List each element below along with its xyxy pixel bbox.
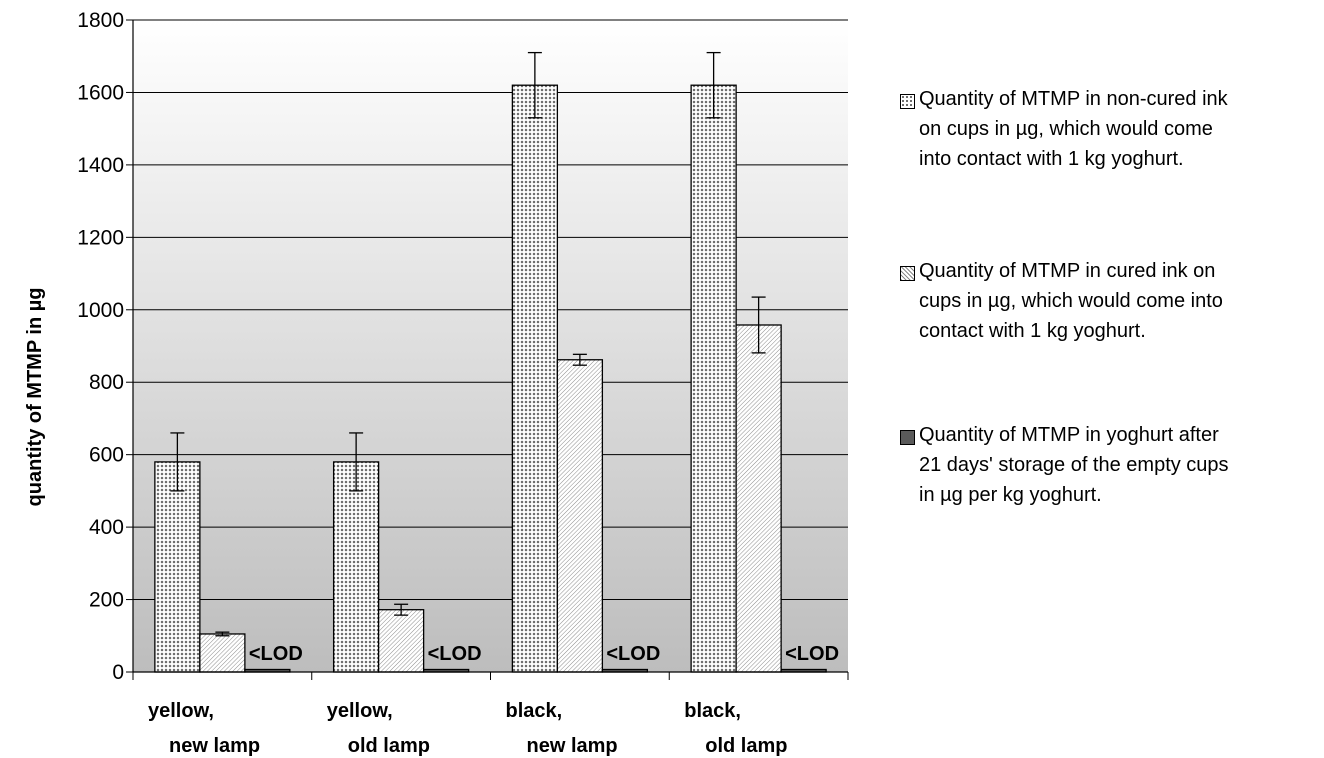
x-category-label: old lamp — [705, 735, 787, 757]
y-tick-label: 600 — [89, 444, 124, 467]
legend-swatch — [900, 266, 915, 281]
legend-label-line: in µg per kg yoghurt. — [919, 484, 1102, 506]
legend-label-line: into contact with 1 kg yoghurt. — [919, 148, 1184, 170]
legend-item: Quantity of MTMP in cured ink on cups in … — [900, 260, 1320, 346]
legend-label-line: Quantity of MTMP in cured ink on — [919, 260, 1216, 282]
data-label-lod: <LOD — [428, 643, 482, 665]
y-tick-label: 1800 — [77, 9, 124, 32]
legend-label-line: Quantity of MTMP in yoghurt after — [919, 424, 1219, 446]
legend-label-line: 21 days' storage of the empty cups — [919, 454, 1229, 476]
legend-label: Quantity of MTMP in yoghurt after 21 days… — [919, 420, 1229, 510]
bar — [556, 359, 604, 673]
y-tick-label: 1200 — [77, 226, 124, 249]
y-tick-label: 1600 — [77, 81, 124, 104]
x-category-label: old lamp — [348, 735, 430, 757]
bar — [332, 461, 380, 673]
legend-item: Quantity of MTMP in non-cured ink on cups… — [900, 88, 1320, 174]
legend-label-line: on cups in µg, which would come — [919, 118, 1213, 140]
x-category-label: black, — [684, 700, 741, 722]
legend-label-line: contact with 1 kg yoghurt. — [919, 320, 1146, 342]
x-category-label: yellow, — [148, 700, 214, 722]
legend-label: Quantity of MTMP in non-cured ink on cups… — [919, 84, 1228, 174]
bar — [154, 461, 201, 673]
y-tick-label: 1400 — [77, 154, 124, 177]
x-category-label: yellow, — [327, 700, 393, 722]
bar — [735, 324, 782, 673]
x-category-label: new lamp — [527, 735, 618, 757]
legend-item: Quantity of MTMP in yoghurt after 21 days… — [900, 424, 1320, 510]
bar — [511, 84, 559, 673]
bar — [199, 633, 246, 673]
data-label-lod: <LOD — [785, 643, 839, 665]
bar — [377, 609, 425, 673]
y-tick-label: 200 — [89, 589, 124, 612]
y-tick-label: 1000 — [77, 299, 124, 322]
y-tick-label: 800 — [89, 371, 124, 394]
legend-label-line: Quantity of MTMP in non-cured ink — [919, 88, 1228, 110]
legend-label: Quantity of MTMP in cured ink on cups in … — [919, 256, 1223, 346]
x-category-label: new lamp — [169, 735, 260, 757]
y-axis-label: quantity of MTMP in µg — [24, 288, 46, 507]
legend-swatch — [900, 94, 915, 109]
y-tick-label: 0 — [112, 661, 124, 684]
data-label-lod: <LOD — [606, 643, 660, 665]
y-tick-label: 400 — [89, 516, 124, 539]
bar — [690, 84, 737, 673]
legend-label-line: cups in µg, which would come into — [919, 290, 1223, 312]
x-category-label: black, — [506, 700, 563, 722]
data-label-lod: <LOD — [249, 643, 303, 665]
legend-swatch — [900, 430, 915, 445]
